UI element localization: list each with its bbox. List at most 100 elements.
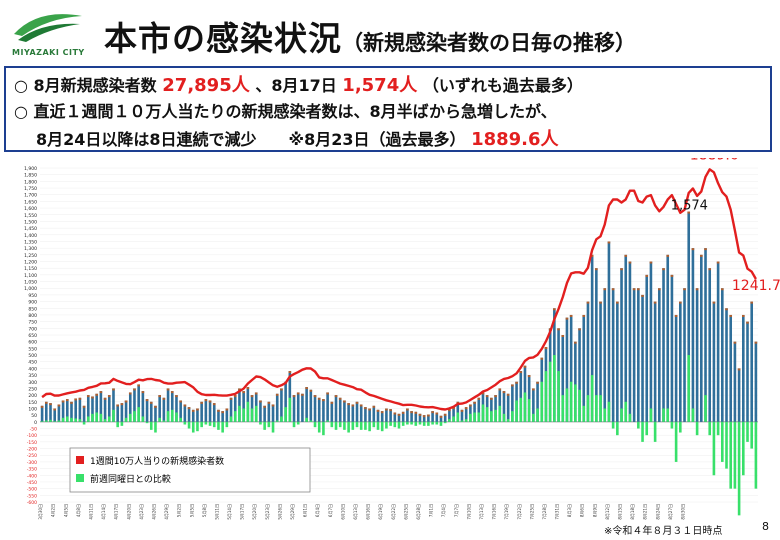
bar-cap [179,400,182,403]
daily-cases-bar [91,396,94,422]
daily-cases-bar [695,288,699,422]
daily-cases-bar [439,415,443,422]
week-diff-bar [750,421,754,449]
daily-cases-bar [95,393,98,422]
bar-cap [641,294,644,297]
y-tick-label: 600 [28,340,37,346]
per100k-trend-line [41,168,757,411]
bar-cap [519,371,523,374]
week-diff-bar [511,411,514,422]
week-diff-bar [166,411,170,422]
y-tick-label: 550 [28,346,37,352]
week-diff-bar [515,400,518,422]
x-tick-label: 4月11日 [88,504,93,520]
x-tick-label: 7月19日 [504,504,509,520]
week-diff-bar [309,420,313,422]
bar-cap [448,409,451,412]
logo-swoosh-icon [14,14,82,42]
y-tick-label: 500 [28,353,37,359]
week-diff-bar [212,421,216,428]
week-diff-bar [679,421,682,433]
daily-cases-bar [187,407,191,422]
bar-cap [225,408,229,411]
bar-cap [204,399,208,402]
bar-cap [170,391,174,394]
x-tick-label: 8月9日 [592,504,597,517]
bar-cap [372,405,376,408]
week-diff-bar [641,421,644,442]
week-diff-bar [280,416,283,422]
bar-cap [112,388,115,391]
y-tick-label: 1,300 [24,246,37,252]
bar-cap [242,391,245,394]
bar-cap [86,395,90,398]
bar-cap [485,395,489,398]
daily-cases-bar [301,393,304,422]
daily-cases-bar [103,397,107,422]
y-tick-label: 1,250 [24,253,37,259]
week-diff-bar [725,421,728,469]
bar-cap [233,395,237,398]
y-tick-label: 1,200 [24,260,37,266]
daily-cases-bar [754,341,758,422]
week-diff-bar [124,417,128,422]
week-diff-bar [200,421,203,428]
daily-cases-bar [343,400,346,422]
daily-cases-bar [107,395,111,422]
bar-cap [359,404,363,407]
week-diff-bar [645,421,649,436]
week-diff-bar [431,421,434,425]
bar-cap [313,395,317,398]
bar-cap [418,413,422,416]
x-tick-label: 5月8日 [202,504,207,517]
x-tick-label: 6月22日 [391,504,396,520]
daily-cases-bar [401,411,405,422]
page-title: 本市の感染状況（新規感染者数の日毎の推移） [104,12,636,60]
daily-cases-bar [641,294,644,422]
bar-cap [322,399,325,402]
y-tick-label: 1,900 [24,166,37,172]
bar-cap [61,400,65,403]
daily-cases-bar [212,403,216,422]
chart-bars [40,211,758,422]
legend-bar-label: 前週同曜日との比較 [90,473,171,485]
week-diff-bar [729,421,733,489]
bar-cap [175,395,178,398]
week-diff-bar [221,421,224,433]
week-diff-bar [99,413,103,422]
logo-text: MIYAZAKI CITY [12,48,85,57]
x-tick-label: 7月22日 [517,504,522,520]
week-diff-bar [112,409,115,422]
bar-cap [250,395,254,398]
x-tick-label: 8月27日 [668,504,673,520]
daily-cases-bar [742,314,745,422]
x-tick-label: 8月3日 [567,504,572,517]
bar-cap [343,400,346,403]
bar-cap [338,397,342,400]
x-tick-label: 8月12日 [605,504,610,520]
bar-cap [611,288,615,291]
daily-cases-bar [364,407,367,422]
daily-cases-bar [599,301,602,422]
daily-cases-bar [637,288,640,422]
daily-cases-bar [620,268,623,422]
week-diff-bar [742,421,745,476]
bar-cap [246,387,250,390]
daily-cases-bar [183,404,187,422]
week-diff-bar [410,421,413,425]
week-diff-bar [246,401,250,422]
bar-cap [128,392,132,395]
daily-cases-bar [712,301,716,422]
week-diff-bar [670,421,674,429]
daily-cases-bar [427,414,430,422]
week-diff-bar [481,404,485,422]
x-tick-label: 8月24日 [655,504,660,520]
daily-cases-bar [674,314,678,422]
bar-cap [569,314,573,317]
daily-cases-bar [490,397,493,422]
daily-cases-bar [204,399,208,422]
daily-cases-bar [452,407,455,422]
week-diff-bar [103,419,107,422]
daily-cases-bar [385,408,388,422]
daily-cases-bar [414,411,418,422]
